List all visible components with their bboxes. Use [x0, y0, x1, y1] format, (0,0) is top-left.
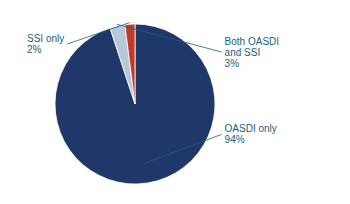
slice-label: SSI only2%	[27, 33, 64, 55]
slice	[125, 24, 135, 104]
value-label: 3%	[225, 58, 240, 69]
slice	[110, 25, 135, 104]
slice	[55, 24, 215, 184]
slices	[55, 24, 215, 184]
value-label: 94%	[225, 134, 245, 145]
labels: OASDI only94% Both OASDIand SSI3% SSI only…	[27, 23, 279, 164]
slice-label: Both OASDIand SSI3%	[225, 36, 279, 69]
value-label: 2%	[27, 44, 42, 55]
chart: OASDI only94% Both OASDIand SSI3% SSI only…	[0, 0, 350, 204]
category-label: Both OASDIand SSI	[225, 36, 279, 58]
leader-line	[144, 134, 221, 163]
slice-label: OASDI only94%	[225, 123, 277, 145]
leader-line	[67, 23, 130, 44]
leader-line	[117, 24, 222, 52]
category-label: OASDI only	[225, 123, 277, 134]
category-label: SSI only	[27, 33, 64, 44]
